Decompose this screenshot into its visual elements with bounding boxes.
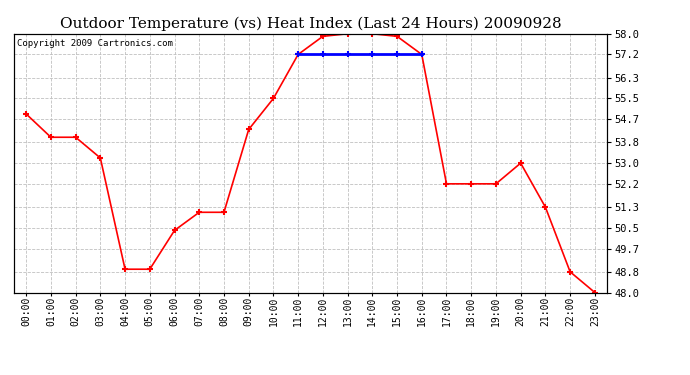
Title: Outdoor Temperature (vs) Heat Index (Last 24 Hours) 20090928: Outdoor Temperature (vs) Heat Index (Las…	[60, 17, 561, 31]
Text: Copyright 2009 Cartronics.com: Copyright 2009 Cartronics.com	[17, 39, 172, 48]
